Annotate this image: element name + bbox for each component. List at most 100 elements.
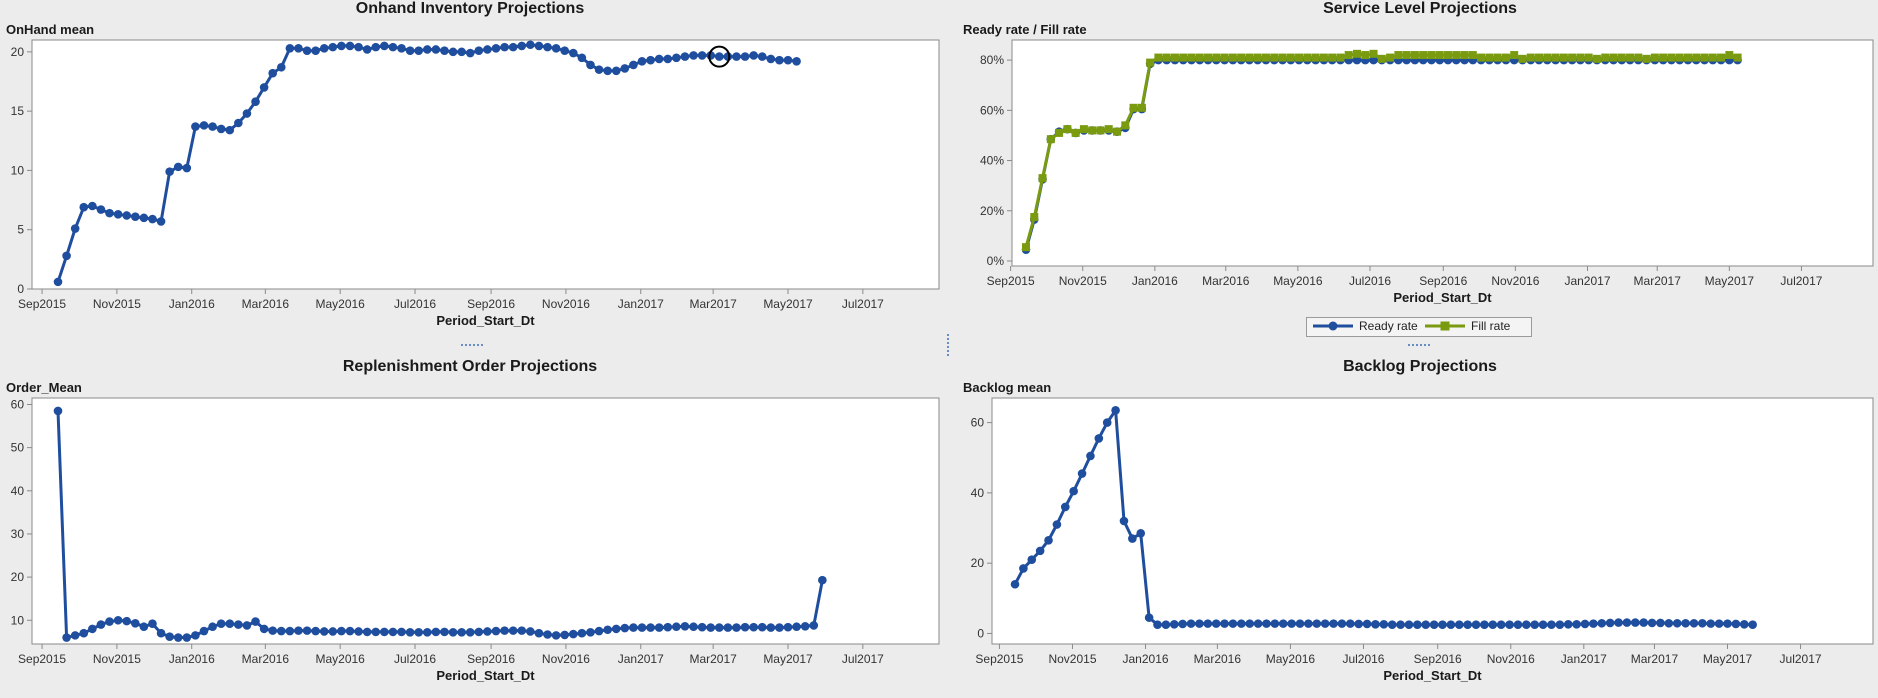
backlog-point[interactable] [1530, 620, 1540, 629]
service-point[interactable] [1468, 51, 1477, 60]
replenish-point[interactable] [620, 623, 630, 633]
replenish-point[interactable] [448, 628, 458, 637]
service-point[interactable] [1319, 53, 1328, 62]
backlog-point[interactable] [1387, 620, 1397, 629]
replenish-point[interactable] [242, 621, 252, 630]
backlog-point[interactable] [1211, 619, 1221, 628]
service-point[interactable] [1410, 51, 1419, 60]
backlog-point[interactable] [1672, 618, 1682, 628]
backlog-point[interactable] [1522, 620, 1531, 629]
service-point[interactable] [1154, 53, 1163, 62]
backlog-point[interactable] [1463, 620, 1472, 629]
vertical-splitter-handle[interactable] [946, 333, 950, 357]
backlog-point[interactable] [1505, 620, 1514, 629]
onhand-point[interactable] [663, 54, 673, 64]
replenish-point[interactable] [148, 619, 157, 629]
replenish-point[interactable] [225, 619, 235, 629]
service-point[interactable] [1295, 53, 1304, 62]
service-point[interactable] [1642, 54, 1651, 63]
service-point[interactable] [1592, 54, 1601, 63]
onhand-point[interactable] [362, 45, 372, 54]
service-point[interactable] [1435, 51, 1444, 60]
service-point[interactable] [1270, 53, 1279, 62]
service-point[interactable] [1659, 53, 1668, 62]
replenish-point[interactable] [431, 627, 441, 637]
service-point[interactable] [1228, 53, 1237, 62]
replenish-point[interactable] [268, 626, 278, 635]
replenish-point[interactable] [551, 631, 561, 640]
onhand-point[interactable] [53, 277, 63, 287]
service-point[interactable] [1096, 126, 1105, 135]
replenish-point[interactable] [285, 626, 295, 636]
replenish-point[interactable] [276, 626, 286, 636]
replenish-point[interactable] [577, 628, 587, 638]
backlog-point[interactable] [1287, 619, 1296, 628]
backlog-point[interactable] [1086, 451, 1095, 461]
service-point[interactable] [1055, 128, 1064, 137]
backlog-point[interactable] [1429, 620, 1439, 629]
service-point[interactable] [1261, 53, 1270, 62]
service-point[interactable] [1576, 53, 1585, 62]
backlog-point[interactable] [1178, 619, 1187, 629]
onhand-point[interactable] [689, 51, 698, 60]
backlog-point[interactable] [1119, 516, 1129, 526]
replenish-point[interactable] [422, 628, 432, 637]
replenish-point[interactable] [165, 632, 174, 641]
onhand-point[interactable] [517, 41, 527, 51]
backlog-point[interactable] [1538, 620, 1548, 629]
onhand-point[interactable] [294, 44, 303, 53]
onhand-point[interactable] [422, 45, 432, 54]
replenish-point[interactable] [371, 627, 381, 637]
backlog-point[interactable] [1689, 618, 1699, 628]
replenish-point[interactable] [380, 627, 389, 637]
onhand-point[interactable] [508, 42, 518, 52]
replenish-point[interactable] [723, 623, 733, 632]
onhand-point[interactable] [380, 41, 389, 51]
backlog-point[interactable] [1304, 619, 1313, 628]
service-point[interactable] [1559, 53, 1568, 62]
backlog-point[interactable] [1421, 620, 1431, 629]
backlog-point[interactable] [1077, 469, 1087, 478]
backlog-point[interactable] [1228, 619, 1238, 628]
onhand-point[interactable] [534, 41, 544, 51]
onhand-point[interactable] [500, 42, 509, 52]
backlog-point[interactable] [1614, 618, 1623, 627]
replenish-point[interactable] [646, 623, 655, 632]
replenish-point[interactable] [139, 622, 149, 632]
backlog-point[interactable] [1052, 520, 1062, 529]
service-point[interactable] [1452, 51, 1461, 60]
backlog-point[interactable] [1396, 620, 1405, 629]
replenish-point[interactable] [259, 624, 269, 634]
onhand-point[interactable] [130, 212, 140, 221]
backlog-point[interactable] [1153, 620, 1162, 629]
onhand-point[interactable] [113, 210, 123, 219]
replenish-point[interactable] [663, 622, 673, 632]
replenish-point[interactable] [234, 620, 243, 629]
backlog-point[interactable] [1605, 618, 1615, 628]
onhand-point[interactable] [474, 46, 484, 55]
replenish-point[interactable] [173, 633, 183, 642]
service-point[interactable] [1667, 53, 1676, 62]
service-point[interactable] [1162, 53, 1171, 62]
onhand-point[interactable] [319, 44, 329, 53]
service-point[interactable] [1253, 53, 1262, 62]
service-point[interactable] [1510, 51, 1519, 60]
service-point[interactable] [1725, 51, 1734, 60]
onhand-selected-point-highlight[interactable] [708, 45, 731, 68]
replenish-point[interactable] [757, 622, 767, 632]
service-point[interactable] [1568, 53, 1577, 62]
backlog-point[interactable] [1706, 619, 1716, 628]
replenish-point[interactable] [740, 622, 750, 632]
onhand-point[interactable] [311, 46, 320, 55]
service-point[interactable] [1386, 53, 1395, 62]
backlog-point[interactable] [1136, 529, 1146, 538]
replenish-point[interactable] [534, 628, 544, 638]
service-point[interactable] [1683, 53, 1692, 62]
service-point[interactable] [1444, 51, 1452, 60]
service-point[interactable] [1121, 121, 1130, 130]
backlog-point[interactable] [1169, 620, 1179, 629]
replenish-point[interactable] [302, 626, 312, 635]
onhand-point[interactable] [105, 208, 114, 218]
replenish-point[interactable] [680, 622, 690, 631]
backlog-point[interactable] [1295, 619, 1305, 628]
